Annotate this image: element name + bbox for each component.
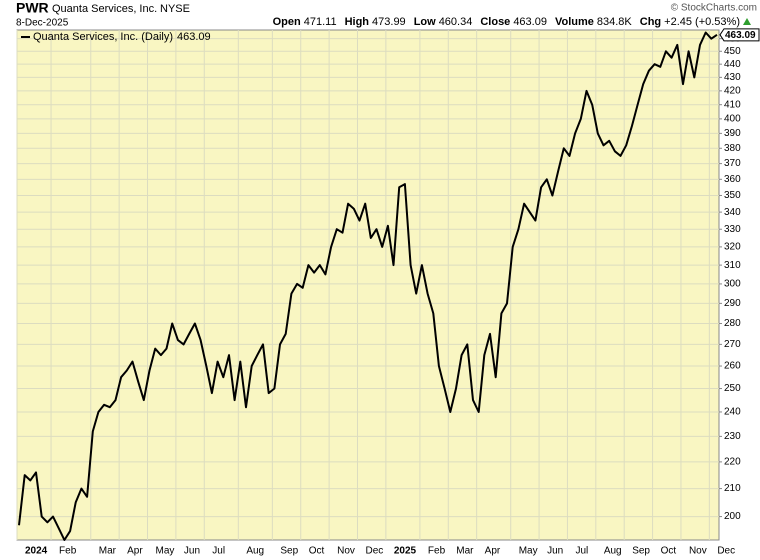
x-tick-label: Aug bbox=[246, 546, 264, 557]
x-tick-label: May bbox=[519, 546, 538, 557]
y-tick-label: 420 bbox=[724, 86, 741, 97]
y-tick-label: 220 bbox=[724, 457, 741, 468]
x-tick-label: Jun bbox=[547, 546, 563, 557]
y-tick-label: 230 bbox=[724, 431, 741, 442]
quote-label: High bbox=[345, 16, 370, 28]
y-tick-label: 310 bbox=[724, 260, 741, 271]
y-tick-label: 330 bbox=[724, 224, 741, 235]
quote-label: Volume bbox=[555, 16, 594, 28]
date: 8-Dec-2025 bbox=[16, 18, 69, 29]
x-tick-label: Oct bbox=[309, 546, 325, 557]
x-tick-label: Nov bbox=[689, 546, 707, 557]
copyright: © StockCharts.com bbox=[671, 3, 757, 14]
legend-label: Quanta Services, Inc. (Daily) bbox=[33, 31, 173, 43]
x-tick-label: 2025 bbox=[394, 546, 417, 557]
x-tick-label: Apr bbox=[127, 546, 143, 557]
y-tick-label: 380 bbox=[724, 143, 741, 154]
price-tag bbox=[719, 28, 760, 42]
quote-value: 471.11 bbox=[304, 16, 337, 28]
quote-label: Chg bbox=[640, 16, 661, 28]
quote-label: Low bbox=[414, 16, 436, 28]
y-tick-label: 280 bbox=[724, 318, 741, 329]
exchange: NYSE bbox=[160, 3, 190, 15]
x-tick-label: Apr bbox=[485, 546, 501, 557]
price-tag-label: 463.09 bbox=[725, 30, 756, 41]
x-tick-label: Dec bbox=[717, 546, 735, 557]
company-name: Quanta Services, Inc. bbox=[52, 3, 157, 15]
y-tick-label: 320 bbox=[724, 242, 741, 253]
x-tick-label: Feb bbox=[428, 546, 446, 557]
plot-area bbox=[16, 29, 720, 541]
quote-value: 460.34 bbox=[439, 16, 473, 28]
y-tick-label: 400 bbox=[724, 113, 741, 124]
y-tick-label: 270 bbox=[724, 339, 741, 350]
y-tick-label: 390 bbox=[724, 128, 741, 139]
y-tick-label: 370 bbox=[724, 158, 741, 169]
quote-value: 473.99 bbox=[372, 16, 406, 28]
x-tick-label: Mar bbox=[99, 546, 117, 557]
quote-label: Close bbox=[480, 16, 510, 28]
x-tick-label: Jul bbox=[212, 546, 225, 557]
x-tick-label: Sep bbox=[632, 546, 650, 557]
y-tick-label: 250 bbox=[724, 383, 741, 394]
y-tick-label: 350 bbox=[724, 190, 741, 201]
y-tick-label: 360 bbox=[724, 174, 741, 185]
x-tick-label: Mar bbox=[456, 546, 474, 557]
x-tick-label: Oct bbox=[661, 546, 677, 557]
x-tick-label: Aug bbox=[604, 546, 622, 557]
quote-value: +2.45 (+0.53%) bbox=[664, 16, 740, 28]
legend-value: 463.09 bbox=[177, 31, 211, 43]
x-tick-label: Sep bbox=[280, 546, 298, 557]
y-tick-label: 340 bbox=[724, 207, 741, 218]
y-tick-label: 410 bbox=[724, 99, 741, 110]
symbol: PWR bbox=[16, 0, 49, 16]
y-tick-label: 260 bbox=[724, 361, 741, 372]
x-tick-label: Jul bbox=[575, 546, 588, 557]
y-tick-label: 210 bbox=[724, 483, 741, 494]
quote-value: 463.09 bbox=[513, 16, 547, 28]
quote-value: 834.8K bbox=[597, 16, 633, 28]
y-tick-label: 440 bbox=[724, 59, 741, 70]
quote-label: Open bbox=[273, 16, 301, 28]
x-tick-label: Feb bbox=[59, 546, 77, 557]
x-tick-label: May bbox=[156, 546, 175, 557]
y-tick-label: 290 bbox=[724, 298, 741, 309]
x-tick-label: Jun bbox=[184, 546, 200, 557]
y-tick-label: 240 bbox=[724, 407, 741, 418]
price-line bbox=[18, 31, 718, 541]
x-tick-label: Dec bbox=[365, 546, 383, 557]
y-tick-label: 200 bbox=[724, 511, 741, 522]
x-tick-label: 2024 bbox=[25, 546, 48, 557]
y-tick-label: 450 bbox=[724, 46, 741, 57]
y-tick-label: 430 bbox=[724, 72, 741, 83]
up-arrow bbox=[743, 18, 751, 25]
x-tick-label: Nov bbox=[337, 546, 355, 557]
y-tick-label: 300 bbox=[724, 279, 741, 290]
